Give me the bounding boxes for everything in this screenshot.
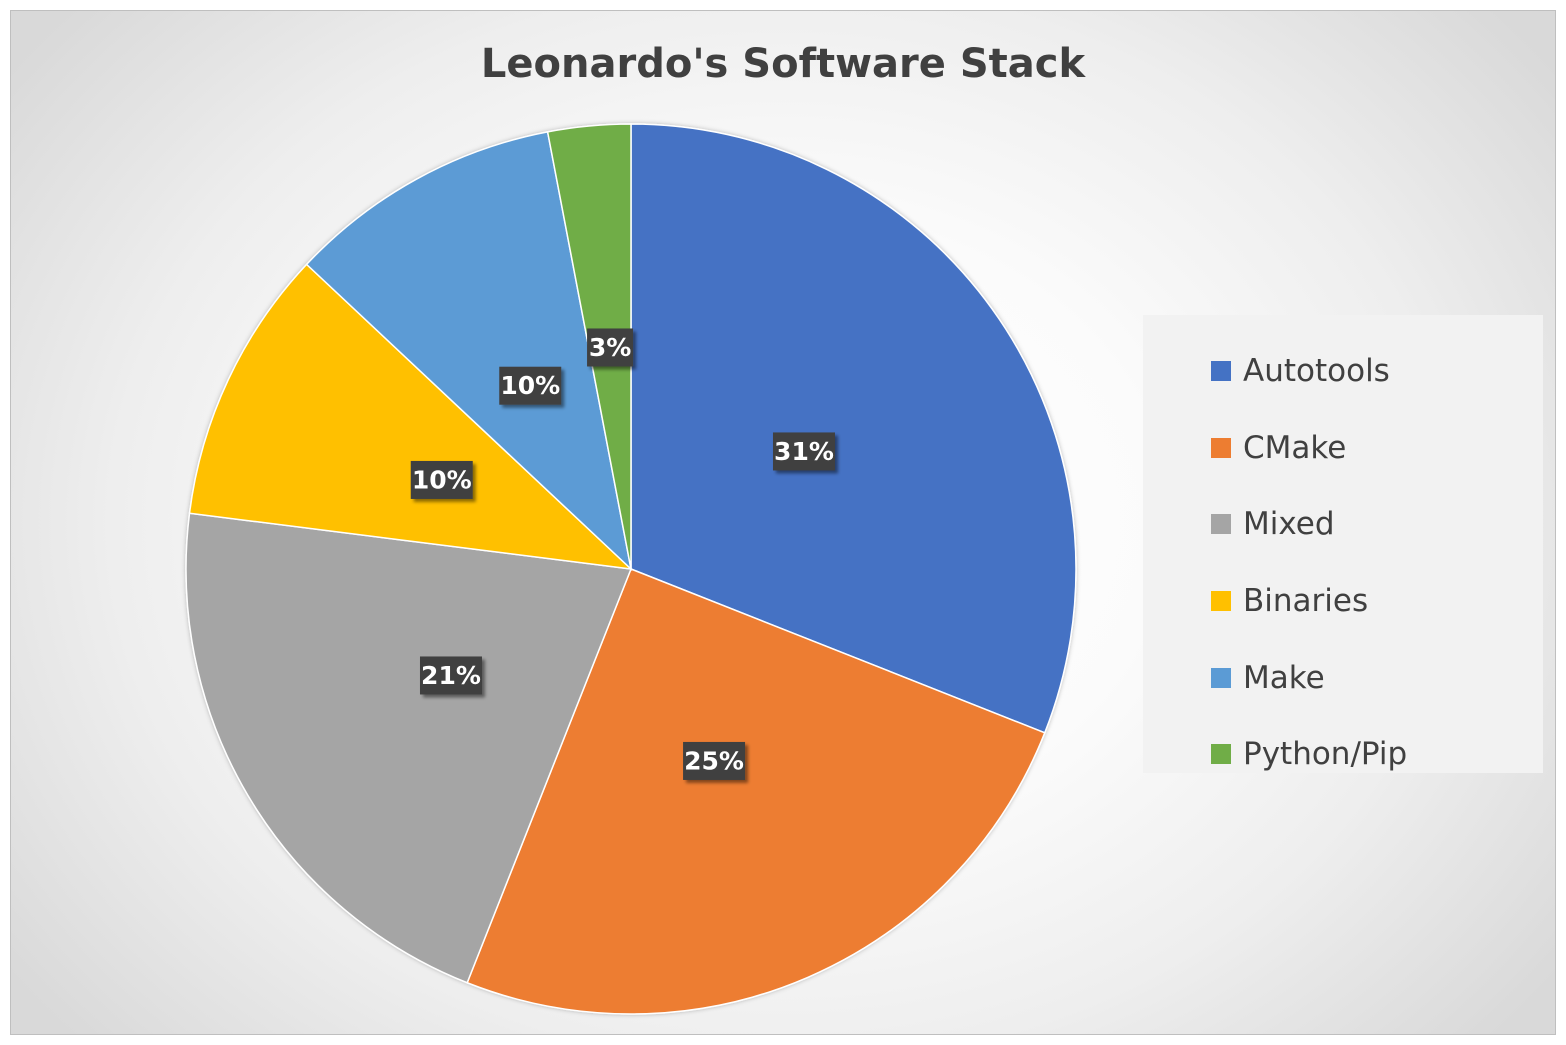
data-label-text: 21%	[421, 661, 481, 690]
data-label: 25%	[683, 741, 746, 780]
legend-item-cmake: CMake	[1211, 410, 1543, 487]
legend-item-make: Make	[1211, 639, 1543, 716]
data-label-box	[587, 328, 634, 367]
legend-swatch	[1211, 437, 1231, 458]
legend: Autotools CMake Mixed Binaries Make Pyth…	[1143, 315, 1543, 773]
data-label-text: 31%	[774, 437, 834, 466]
data-label-box	[772, 432, 835, 471]
legend-label: Autotools	[1243, 353, 1390, 390]
pie-data-labels: 31% 25% 21% 10% 10% 3%	[410, 328, 835, 780]
data-label-text: 25%	[684, 746, 744, 775]
legend-label: Python/Pip	[1243, 736, 1408, 773]
pie-slice-cmake	[466, 568, 1046, 1015]
pie-slice-mixed	[185, 512, 633, 984]
pie-slice-binaries	[188, 263, 634, 571]
legend-swatch	[1211, 591, 1231, 612]
legend-item-binaries: Binaries	[1211, 563, 1543, 640]
pie-chart: 31% 25% 21% 10% 10% 3%	[185, 123, 1077, 1015]
data-label: 21%	[419, 656, 482, 695]
pie-slices	[185, 123, 1077, 1015]
legend-swatch	[1211, 744, 1231, 765]
legend-item-python-pip: Python/Pip	[1211, 716, 1543, 793]
legend-swatch	[1211, 667, 1231, 688]
data-label-box	[683, 741, 746, 780]
legend-label: CMake	[1243, 429, 1347, 466]
data-label-box	[499, 366, 562, 405]
legend-label: Make	[1243, 659, 1325, 696]
pie-slice-autotools	[630, 123, 1077, 734]
legend-swatch	[1211, 361, 1231, 382]
data-label-box	[419, 656, 482, 695]
legend-item-mixed: Mixed	[1211, 486, 1543, 563]
legend-swatch	[1211, 514, 1231, 535]
pie-slice-make	[305, 131, 633, 572]
data-label: 10%	[410, 460, 473, 499]
data-label: 3%	[587, 328, 634, 367]
legend-label: Mixed	[1243, 506, 1335, 543]
legend-item-autotools: Autotools	[1211, 333, 1543, 410]
data-label-text: 10%	[500, 371, 560, 400]
data-label: 10%	[499, 366, 562, 405]
data-label-text: 3%	[589, 333, 631, 362]
data-label-box	[410, 460, 473, 499]
data-label-text: 10%	[412, 465, 472, 494]
data-label: 31%	[772, 432, 835, 471]
chart-title: Leonardo's Software Stack	[480, 41, 1086, 87]
chart-area: Leonardo's Software Stack 31% 25% 21% 10% 10…	[10, 10, 1556, 1035]
legend-label: Binaries	[1243, 583, 1369, 620]
